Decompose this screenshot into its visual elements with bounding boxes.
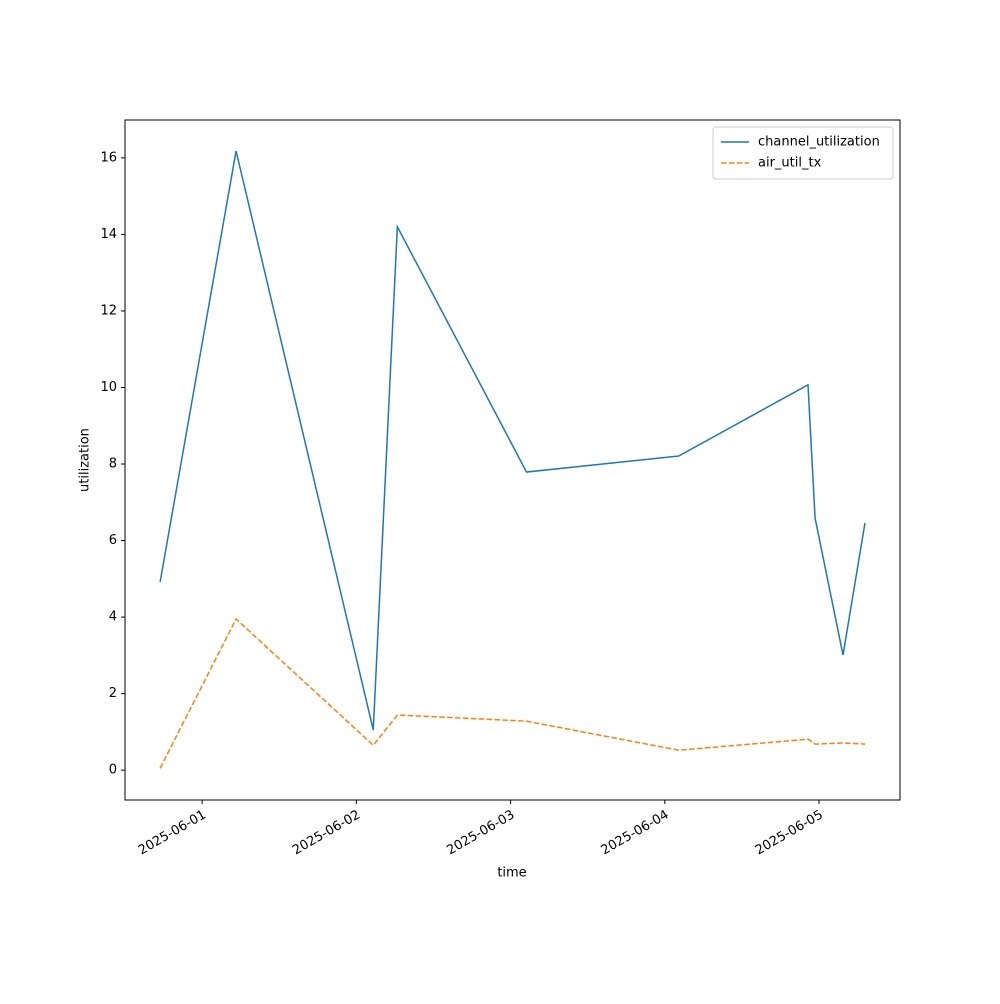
x-tick-label: 2025-06-03: [444, 808, 517, 859]
x-tick-label: 2025-06-01: [136, 808, 209, 859]
y-tick-label: 10: [100, 380, 117, 395]
y-axis-label: utilization: [78, 428, 93, 492]
x-tick-label: 2025-06-05: [753, 808, 826, 859]
data-line: [159, 150, 866, 731]
x-tick-label: 2025-06-02: [290, 808, 363, 859]
data-line: [159, 617, 866, 769]
y-tick-label: 16: [100, 150, 117, 165]
y-tick-label: 2: [109, 686, 117, 701]
y-tick-label: 6: [109, 533, 117, 548]
legend-label: air_util_tx: [758, 156, 822, 171]
legend-label: channel_utilization: [758, 135, 880, 150]
y-tick-label: 12: [100, 303, 117, 318]
y-tick-label: 8: [109, 457, 117, 472]
plot-frame: [124, 119, 901, 801]
y-tick-label: 4: [109, 610, 117, 625]
legend-box: [712, 126, 894, 180]
y-tick-label: 14: [100, 227, 117, 242]
y-tick-label: 0: [109, 763, 117, 778]
x-axis-label: time: [497, 866, 526, 881]
x-tick-label: 2025-06-04: [599, 808, 672, 859]
